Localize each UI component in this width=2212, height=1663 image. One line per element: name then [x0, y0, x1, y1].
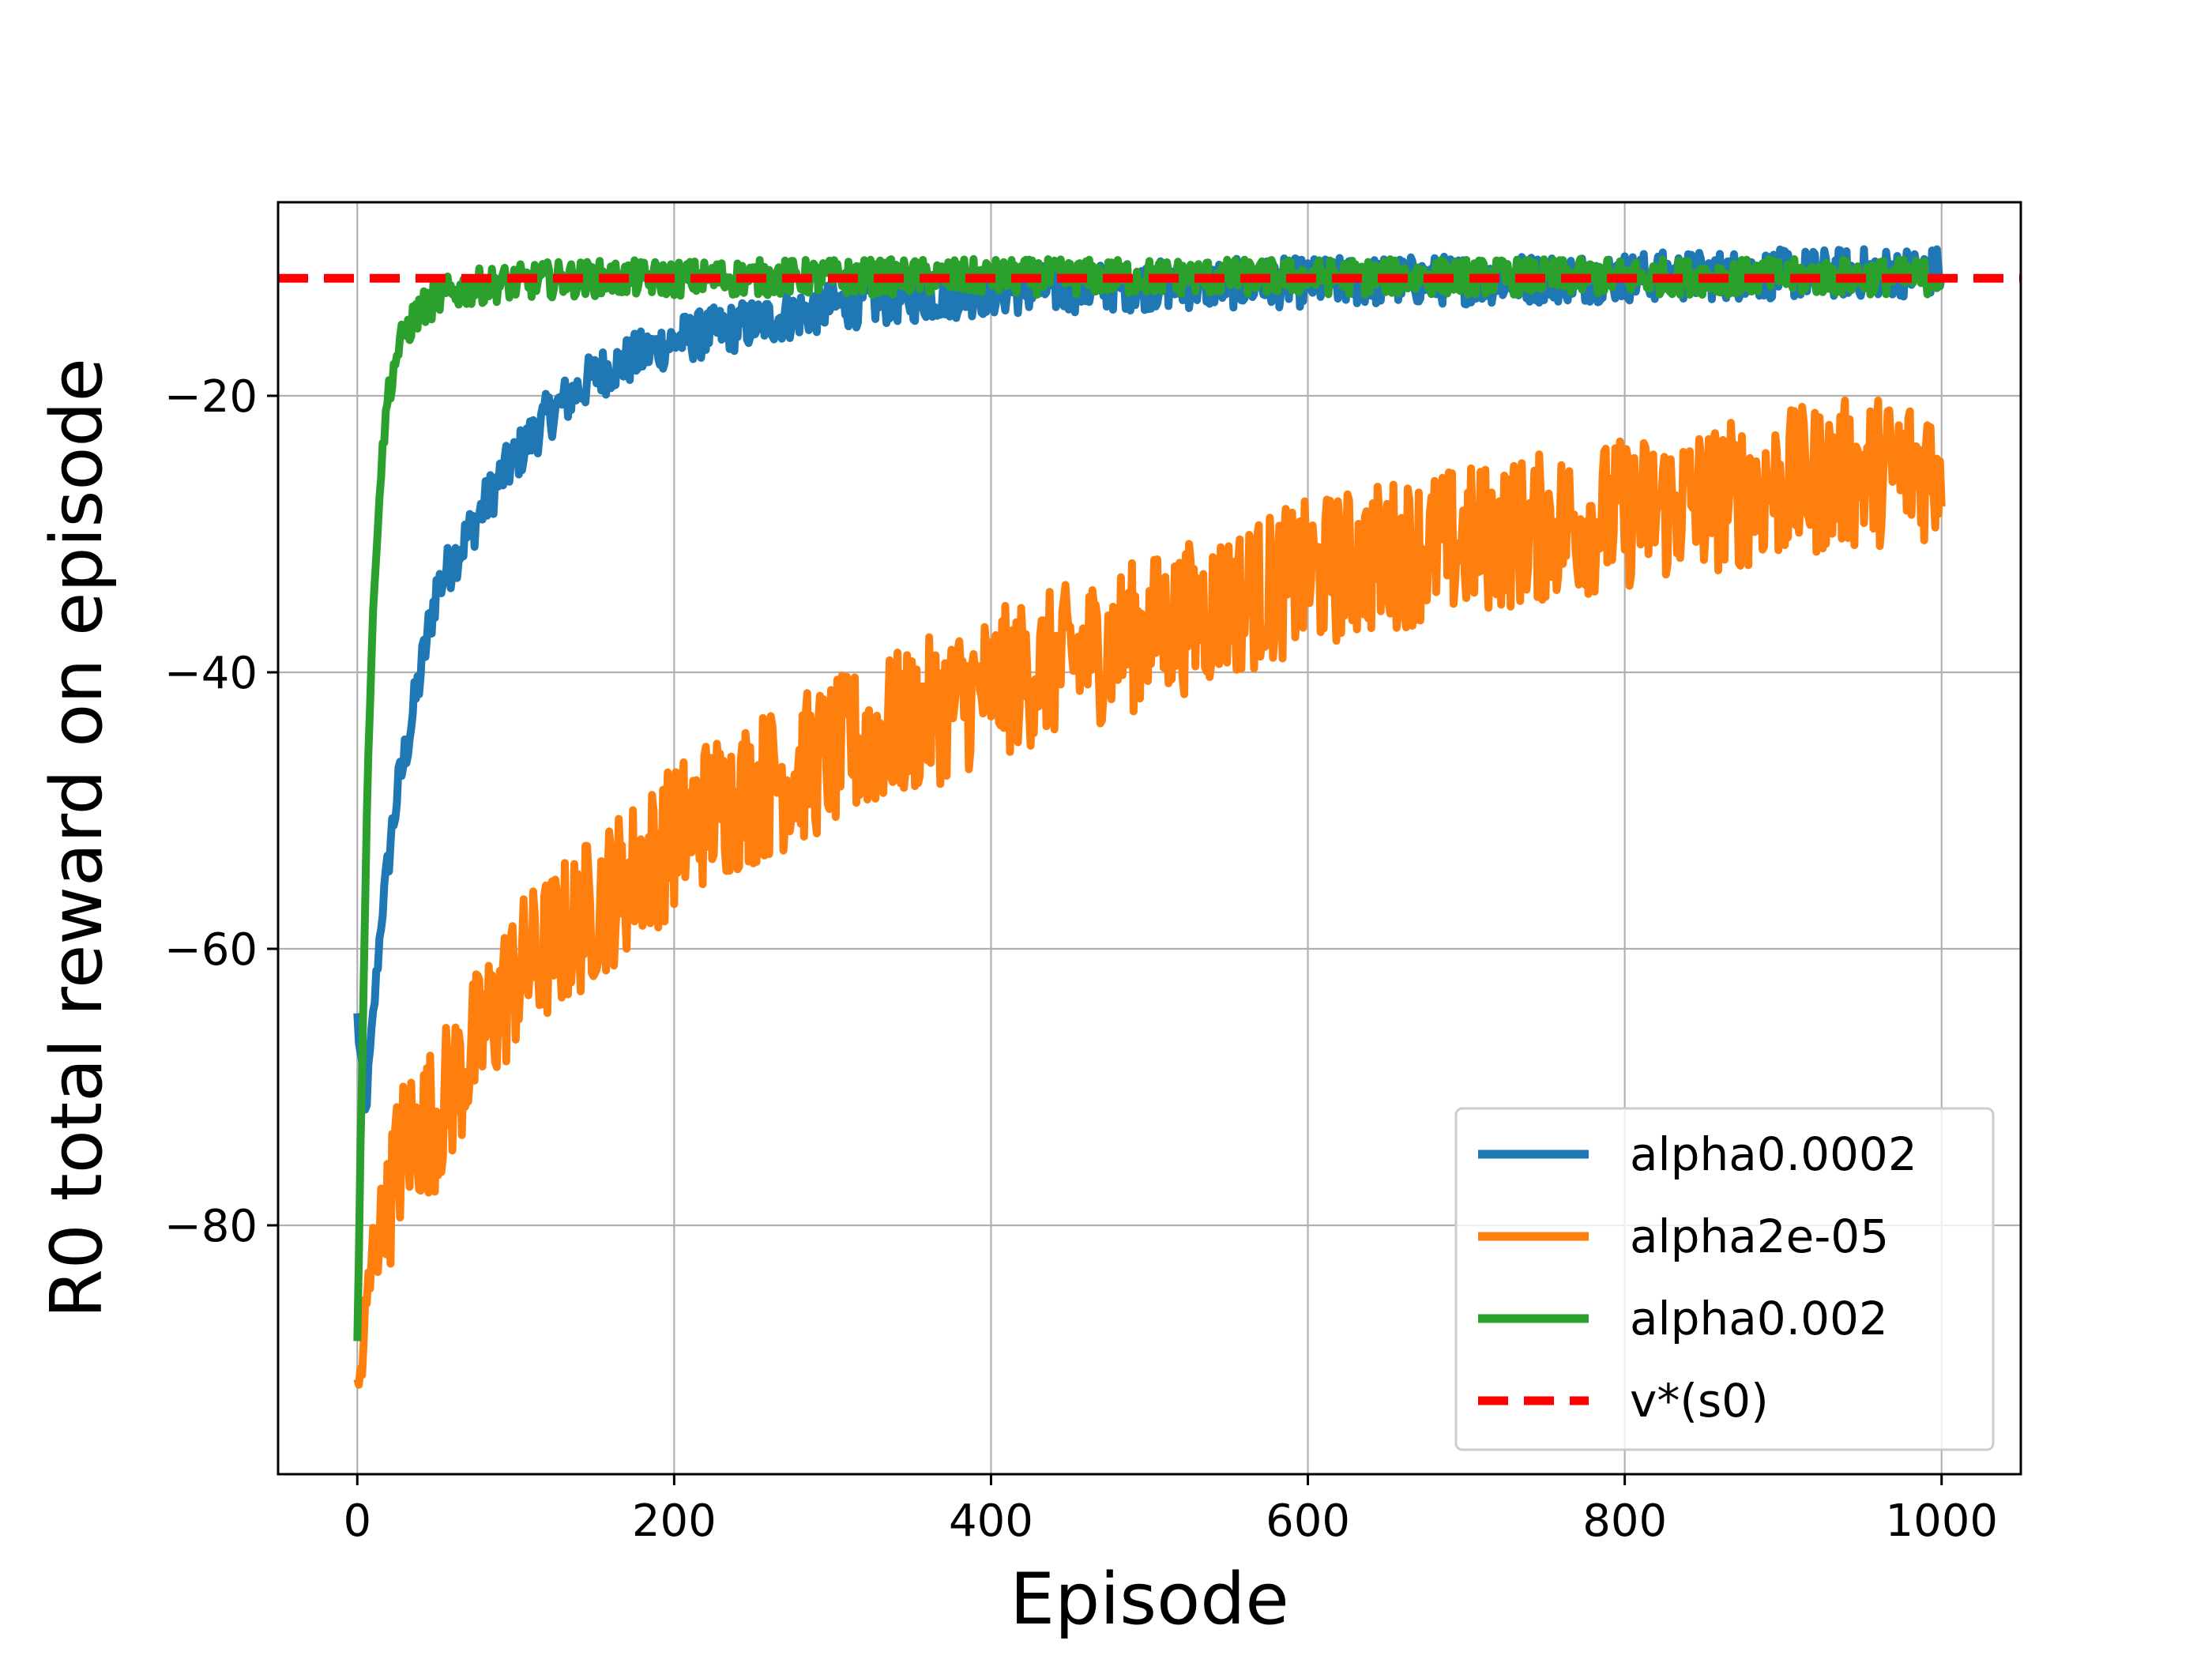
axis-ticks: 0 200 400 600 800 1000 −20 −40 −60 −80: [164, 371, 1998, 1547]
y-tick-label: −60: [164, 924, 258, 976]
legend: alpha0.0002 alpha2e-05 alpha0.002 v*(s0): [1454, 1107, 1995, 1451]
x-tick-label: 1000: [1885, 1496, 1998, 1547]
x-tick-label: 200: [632, 1496, 717, 1547]
legend-box: [1454, 1107, 1995, 1451]
x-tick-label: 800: [1582, 1496, 1667, 1547]
plot-series: [278, 245, 2021, 1389]
y-tick-label: −80: [164, 1201, 258, 1252]
plot-frame: [276, 201, 2022, 1476]
series-line-alpha2e-05: [353, 396, 1946, 1389]
legend-label: alpha0.002: [1630, 1292, 1888, 1345]
x-axis-label: Episode: [1010, 1558, 1288, 1641]
legend-label: alpha2e-05: [1630, 1210, 1889, 1263]
legend-label: v*(s0): [1630, 1374, 1769, 1428]
y-tick-label: −20: [164, 371, 258, 423]
x-tick-label: 0: [343, 1496, 371, 1547]
y-axis-label: R0 total reward on episode: [36, 358, 118, 1319]
x-tick-label: 600: [1266, 1496, 1350, 1547]
y-tick-label: −40: [164, 648, 258, 699]
x-tick-label: 400: [949, 1496, 1033, 1547]
legend-label: alpha0.0002: [1630, 1127, 1917, 1181]
